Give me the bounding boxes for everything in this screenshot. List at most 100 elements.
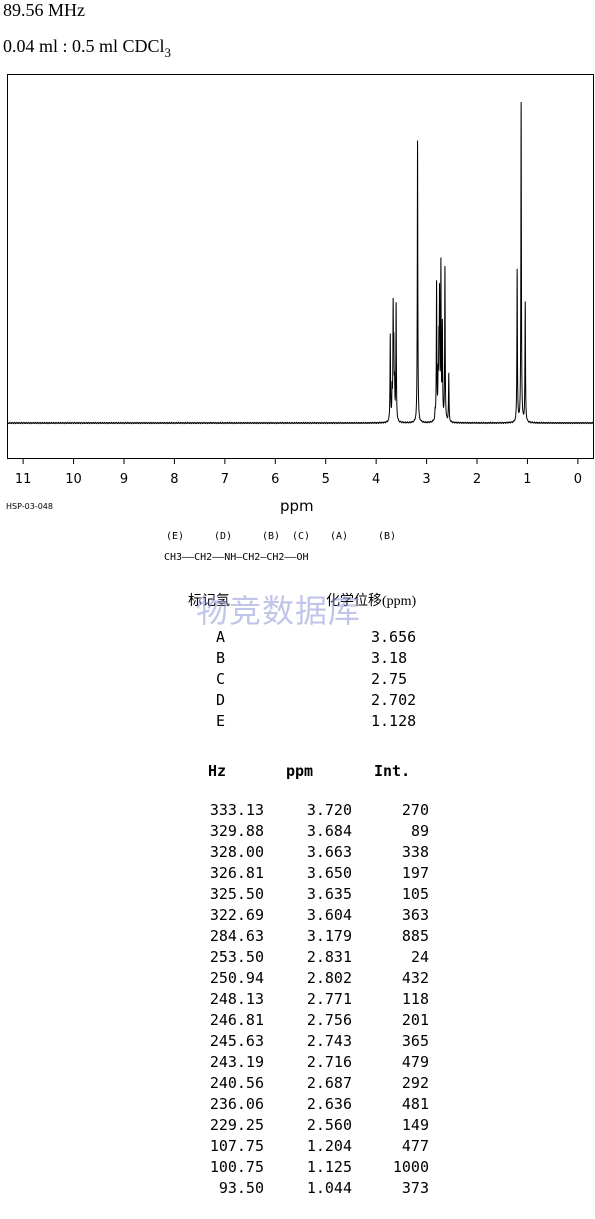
peak-int: 197 <box>401 864 429 882</box>
table-row: 107.75 1.204 477 <box>0 1137 595 1158</box>
peak-hz: 100.75 <box>209 1158 264 1176</box>
x-axis-ticks: 11 10 9 8 7 6 5 4 3 2 1 0 <box>15 458 582 487</box>
table-row: 248.13 2.771 118 <box>0 990 595 1011</box>
sample-solvent: 0.04 ml : 0.5 ml CDCl3 <box>3 36 171 61</box>
peak-ppm: 3.650 <box>306 864 352 882</box>
peak-hz: 250.94 <box>209 969 264 987</box>
shift-value: 1.128 <box>371 712 417 730</box>
table-row: 253.50 2.831 24 <box>0 948 595 969</box>
table-row: 245.63 2.743 365 <box>0 1032 595 1053</box>
solvent-subscript: 3 <box>164 45 172 60</box>
shift-row: E 1.128 <box>0 712 595 733</box>
peak-hz: 329.88 <box>209 822 264 840</box>
peak-ppm: 2.560 <box>306 1116 352 1134</box>
peak-ppm: 3.604 <box>306 906 352 924</box>
structure-label-b1: (B) <box>262 531 281 542</box>
peak-int: 1000 <box>392 1158 429 1176</box>
x-tick-label: 0 <box>574 472 582 487</box>
table-row: 333.13 3.720 270 <box>0 801 595 822</box>
peak-int: 149 <box>401 1116 429 1134</box>
table-row: 229.25 2.560 149 <box>0 1116 595 1137</box>
x-tick-label: 4 <box>372 472 380 487</box>
table-row: 326.81 3.650 197 <box>0 864 595 885</box>
spectrum-trace <box>7 102 594 425</box>
spectrum-line <box>7 102 594 425</box>
peak-int: 118 <box>401 990 429 1008</box>
shift-row: B 3.18 <box>0 649 595 670</box>
solvent-text: 0.04 ml : 0.5 ml CDCl <box>3 36 165 56</box>
x-tick-label: 6 <box>271 472 279 487</box>
x-tick-label: 9 <box>120 472 128 487</box>
shift-value: 2.702 <box>371 691 417 709</box>
spectrometer-frequency: 89.56 MHz <box>3 0 85 20</box>
peak-int: 201 <box>401 1011 429 1029</box>
peak-hz: 333.13 <box>209 801 264 819</box>
table-row: 284.63 3.179 885 <box>0 927 595 948</box>
table-row: 243.19 2.716 479 <box>0 1053 595 1074</box>
table-row: 328.00 3.663 338 <box>0 843 595 864</box>
peak-ppm: 3.684 <box>306 822 352 840</box>
structure-label-a: (A) <box>330 531 349 542</box>
shift-value: 2.75 <box>371 670 408 688</box>
peak-int: 479 <box>401 1053 429 1071</box>
peak-ppm: 1.204 <box>306 1137 352 1155</box>
table-row: 240.56 2.687 292 <box>0 1074 595 1095</box>
shift-row: D 2.702 <box>0 691 595 712</box>
table-row: 236.06 2.636 481 <box>0 1095 595 1116</box>
table-row: 329.88 3.684 89 <box>0 822 595 843</box>
table-row: 100.75 1.125 1000 <box>0 1158 595 1179</box>
peak-header-ppm: ppm <box>286 762 314 780</box>
peak-hz: 243.19 <box>209 1053 264 1071</box>
peak-hz: 253.50 <box>209 948 264 966</box>
peak-int: 24 <box>410 948 429 966</box>
peak-ppm: 3.179 <box>306 927 352 945</box>
peak-hz: 93.50 <box>218 1179 264 1197</box>
nmr-spectrum-chart: 11 10 9 8 7 6 5 4 3 2 1 0 <box>7 74 594 487</box>
peak-header-hz: Hz <box>208 762 227 780</box>
shift-row: C 2.75 <box>0 670 595 691</box>
structure-formula: CH3——CH2——NH—CH2—CH2——OH <box>164 552 309 563</box>
table-row: 250.94 2.802 432 <box>0 969 595 990</box>
peak-int: 89 <box>410 822 429 840</box>
peak-hz: 240.56 <box>209 1074 264 1092</box>
peak-ppm: 1.044 <box>306 1179 352 1197</box>
peak-hz: 248.13 <box>209 990 264 1008</box>
peak-ppm: 2.743 <box>306 1032 352 1050</box>
x-tick-label: 8 <box>170 472 178 487</box>
shift-header-label: 标记氢 <box>188 594 230 609</box>
plot-frame <box>7 74 594 459</box>
peak-ppm: 2.831 <box>306 948 352 966</box>
peak-hz: 245.63 <box>209 1032 264 1050</box>
peak-int: 373 <box>401 1179 429 1197</box>
peak-int: 885 <box>401 927 429 945</box>
table-row: 93.50 1.044 373 <box>0 1179 595 1200</box>
spectrum-code: HSP-03-048 <box>6 502 53 511</box>
peak-int: 105 <box>401 885 429 903</box>
shift-header-ppm: 化学位移(ppm) <box>326 594 417 609</box>
peak-hz: 107.75 <box>209 1137 264 1155</box>
shift-value: 3.656 <box>371 628 417 646</box>
shift-value: 3.18 <box>371 649 408 667</box>
structure-label-e: (E) <box>166 531 185 542</box>
peak-int: 292 <box>401 1074 429 1092</box>
peak-header-int: Int. <box>374 762 411 780</box>
peak-ppm: 2.636 <box>306 1095 352 1113</box>
shift-row: A 3.656 <box>0 628 595 649</box>
peak-ppm: 2.756 <box>306 1011 352 1029</box>
peak-hz: 284.63 <box>209 927 264 945</box>
x-tick-label: 1 <box>523 472 531 487</box>
x-axis-title: ppm <box>280 497 314 515</box>
peak-hz: 328.00 <box>209 843 264 861</box>
peak-ppm: 3.720 <box>306 801 352 819</box>
x-tick-label: 10 <box>65 472 82 487</box>
peak-ppm: 2.802 <box>306 969 352 987</box>
peak-hz: 322.69 <box>209 906 264 924</box>
peak-int: 270 <box>401 801 429 819</box>
x-tick-label: 2 <box>473 472 481 487</box>
peak-hz: 236.06 <box>209 1095 264 1113</box>
x-tick-label: 3 <box>422 472 430 487</box>
peak-int: 481 <box>401 1095 429 1113</box>
peak-hz: 229.25 <box>209 1116 264 1134</box>
peak-ppm: 2.687 <box>306 1074 352 1092</box>
peak-int: 477 <box>401 1137 429 1155</box>
